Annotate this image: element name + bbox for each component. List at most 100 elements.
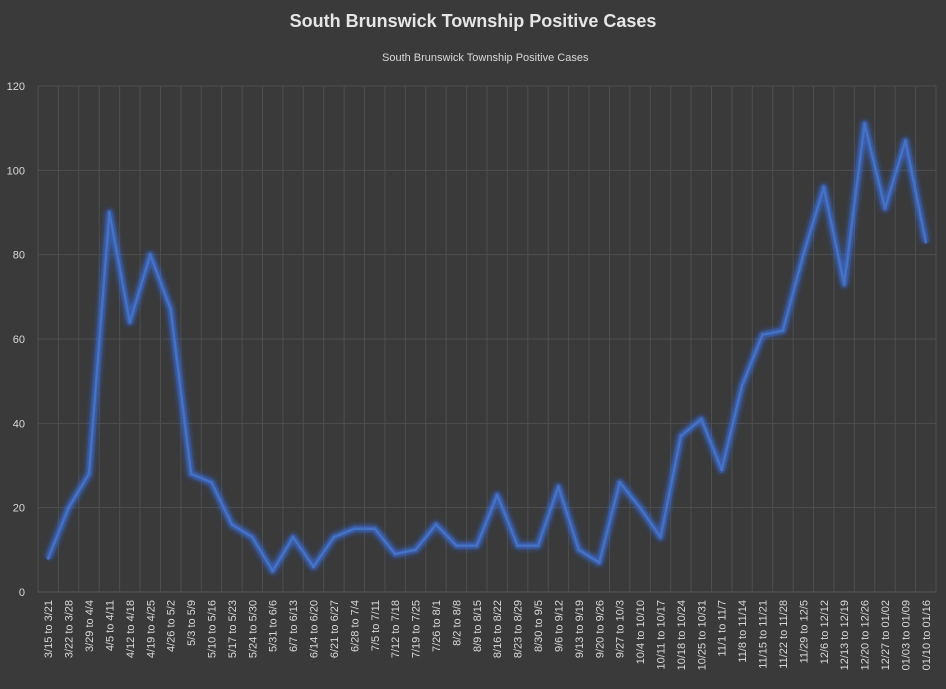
data-point xyxy=(67,506,71,510)
x-tick-label: 9/13 to 9/19 xyxy=(574,600,586,658)
data-point xyxy=(46,556,50,560)
x-tick-label: 10/4 to 10/10 xyxy=(635,600,647,664)
x-tick-label: 4/5 to 4/11 xyxy=(104,600,116,651)
x-tick-label: 5/31 to 6/6 xyxy=(268,600,280,652)
x-tick-label: 11/22 to 11/28 xyxy=(778,600,790,669)
y-axis-ticks: 0 20 40 60 80 100 120 xyxy=(7,81,25,599)
x-tick-label: 8/2 to 8/8 xyxy=(451,600,463,646)
x-tick-label: 10/25 to 10/31 xyxy=(696,600,708,670)
data-point xyxy=(230,523,234,527)
data-point xyxy=(148,253,152,257)
x-tick-label: 9/27 to 10/3 xyxy=(615,600,627,658)
x-tick-label: 8/23 to 8/29 xyxy=(513,600,525,658)
data-point xyxy=(495,493,499,497)
data-point xyxy=(781,329,785,333)
data-point xyxy=(128,320,132,324)
x-tick-label: 9/6 to 9/12 xyxy=(553,600,565,652)
x-tick-label: 11/8 to 11/14 xyxy=(737,600,749,663)
series-line xyxy=(46,122,928,573)
data-point xyxy=(454,544,458,548)
data-point xyxy=(740,383,744,387)
data-point xyxy=(801,253,805,257)
x-tick-label: 11/1 to 11/7 xyxy=(717,600,729,656)
x-tick-label: 7/19 to 7/25 xyxy=(411,600,423,658)
x-tick-label: 9/20 to 9/26 xyxy=(594,600,606,658)
x-tick-label: 7/5 to 7/11 xyxy=(370,600,382,651)
x-tick-label: 4/12 to 4/18 xyxy=(125,600,137,658)
x-tick-label: 5/17 to 5/23 xyxy=(227,600,239,658)
x-tick-label: 01/10 to 01/16 xyxy=(921,600,933,670)
x-tick-label: 4/19 to 4/25 xyxy=(145,600,157,658)
data-point xyxy=(271,569,275,573)
y-tick-label: 100 xyxy=(7,165,25,177)
x-tick-label: 5/24 to 5/30 xyxy=(247,600,259,658)
x-tick-label: 12/27 to 01/02 xyxy=(880,600,892,670)
data-point xyxy=(536,544,540,548)
data-point xyxy=(312,565,316,569)
gridlines xyxy=(37,85,937,593)
data-point xyxy=(618,480,622,484)
x-tick-label: 6/21 to 6/27 xyxy=(329,600,341,658)
x-axis-ticks: 3/15 to 3/21 3/22 to 3/28 3/29 to 4/4 4/5 t… xyxy=(43,600,933,670)
data-point xyxy=(679,434,683,438)
x-tick-label: 7/12 to 7/18 xyxy=(390,600,402,658)
data-point xyxy=(87,472,91,476)
x-tick-label: 10/11 to 10/17 xyxy=(655,600,667,670)
data-point xyxy=(414,548,418,552)
x-tick-label: 6/7 to 6/13 xyxy=(288,600,300,652)
x-tick-label: 01/03 to 01/09 xyxy=(900,600,912,670)
x-tick-label: 5/10 to 5/16 xyxy=(206,600,218,658)
data-point xyxy=(924,240,928,244)
data-point xyxy=(475,544,479,548)
data-point xyxy=(699,417,703,421)
data-point xyxy=(556,485,560,489)
x-tick-label: 6/28 to 7/4 xyxy=(349,600,361,652)
x-tick-label: 3/29 to 4/4 xyxy=(84,600,96,652)
data-point xyxy=(169,307,173,311)
legend: South Brunswick Township Positive Cases xyxy=(350,52,589,64)
data-point xyxy=(822,185,826,189)
x-tick-label: 5/3 to 5/9 xyxy=(186,600,198,646)
x-tick-label: 12/6 to 12/12 xyxy=(819,600,831,664)
y-tick-label: 120 xyxy=(7,81,25,93)
y-tick-label: 0 xyxy=(19,587,25,599)
data-point xyxy=(863,122,867,126)
data-point xyxy=(352,527,356,531)
data-point xyxy=(393,552,397,556)
x-tick-label: 10/18 to 10/24 xyxy=(676,600,688,670)
data-point xyxy=(332,535,336,539)
data-point xyxy=(434,523,438,527)
y-tick-label: 60 xyxy=(13,334,25,346)
data-point xyxy=(761,333,765,337)
x-tick-label: 12/20 to 12/26 xyxy=(860,600,872,670)
series-lines xyxy=(44,120,930,575)
x-tick-label: 11/15 to 11/21 xyxy=(758,600,770,669)
x-tick-label: 8/9 to 8/15 xyxy=(472,600,484,652)
chart-title: South Brunswick Township Positive Cases xyxy=(290,11,657,31)
data-point xyxy=(189,472,193,476)
x-tick-label: 6/14 to 6/20 xyxy=(309,600,321,658)
x-tick-label: 8/30 to 9/5 xyxy=(533,600,545,652)
data-point xyxy=(597,560,601,564)
data-point xyxy=(720,468,724,472)
data-point xyxy=(903,139,907,143)
legend-label: South Brunswick Township Positive Cases xyxy=(382,52,589,64)
x-tick-label: 8/16 to 8/22 xyxy=(492,600,504,658)
data-point xyxy=(883,206,887,210)
data-point xyxy=(291,535,295,539)
data-point xyxy=(658,535,662,539)
x-tick-label: 4/26 to 5/2 xyxy=(166,600,178,652)
x-tick-label: 12/13 to 12/19 xyxy=(839,600,851,670)
x-tick-label: 7/26 to 8/1 xyxy=(431,600,443,652)
y-tick-label: 40 xyxy=(13,418,25,430)
data-point xyxy=(516,544,520,548)
data-point xyxy=(638,506,642,510)
data-point xyxy=(842,282,846,286)
y-tick-label: 80 xyxy=(13,250,25,262)
x-tick-label: 3/22 to 3/28 xyxy=(64,600,76,658)
x-tick-label: 3/15 to 3/21 xyxy=(43,600,55,658)
data-point xyxy=(107,211,111,214)
data-point xyxy=(209,480,213,484)
